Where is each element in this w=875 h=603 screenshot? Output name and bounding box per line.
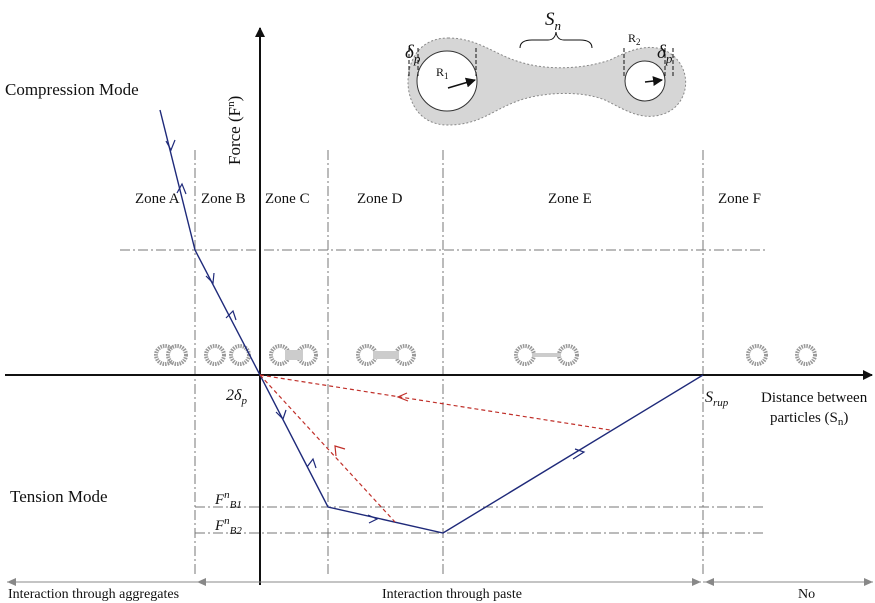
point-label: FnB1 xyxy=(214,489,242,511)
text-part: 1 xyxy=(444,71,449,81)
inset-label: δp xyxy=(657,42,673,66)
text-part: F xyxy=(214,518,225,534)
text-part: n xyxy=(224,489,230,501)
x-axis-label: Distance between xyxy=(761,390,868,406)
interaction-label: Interaction through paste xyxy=(382,587,522,602)
zone-label: Zone C xyxy=(265,191,310,207)
zone-label: Zone E xyxy=(548,191,592,207)
mode-label: Compression Mode xyxy=(5,80,139,99)
inset xyxy=(407,31,687,126)
inset-label: δp xyxy=(405,42,421,66)
point-label: FnB2 xyxy=(214,515,242,537)
zone-label: Zone B xyxy=(201,191,246,207)
text-part: n xyxy=(225,101,237,107)
inset-label: R1 xyxy=(436,65,449,81)
interaction-label: Interaction through aggregates xyxy=(8,587,179,602)
text-part: S xyxy=(705,389,713,406)
red-arrow xyxy=(334,445,346,457)
text-part: Force (F xyxy=(225,107,244,165)
text-part: S xyxy=(545,9,555,30)
zone-label: Zone A xyxy=(135,191,180,207)
mode-label: Tension Mode xyxy=(10,487,108,506)
curve-arrows xyxy=(165,139,586,524)
text-part: ) xyxy=(225,96,244,102)
text-part: p xyxy=(240,395,247,407)
point-label: Srup xyxy=(705,389,729,409)
text-part: n xyxy=(838,416,844,428)
text-part: B2 xyxy=(230,525,243,537)
inset-label: R2 xyxy=(628,31,641,47)
interaction-label: No xyxy=(798,587,815,602)
text-part: rup xyxy=(713,397,729,409)
text-part: F xyxy=(214,492,225,508)
text-part: p xyxy=(413,51,421,66)
text-part: B1 xyxy=(230,499,242,511)
guides xyxy=(120,150,765,575)
y-axis-label: Force (Fn) xyxy=(225,96,244,165)
unload-line xyxy=(259,374,611,431)
red-arrow xyxy=(396,392,409,402)
text-part: R xyxy=(628,31,636,45)
zone-label: Zone D xyxy=(357,191,403,207)
particle-icons xyxy=(154,344,817,366)
text-part: 2δ xyxy=(226,387,242,404)
text-part: p xyxy=(665,51,673,66)
inset-label: Sn xyxy=(545,9,561,33)
text-part: R xyxy=(436,65,444,79)
text-part: ) xyxy=(843,410,848,426)
point-label: 2δp xyxy=(226,387,247,407)
unload-line xyxy=(259,374,396,523)
text-part: particles (S xyxy=(770,410,838,426)
force-curve xyxy=(159,109,704,534)
text-part: 2 xyxy=(636,37,641,47)
text-part: δ xyxy=(405,42,415,63)
zone-label: Zone F xyxy=(718,191,761,207)
text-part: n xyxy=(555,18,562,33)
text-part: δ xyxy=(657,42,667,63)
x-axis-label: particles (Sn) xyxy=(770,410,848,428)
text-part: n xyxy=(224,515,230,527)
